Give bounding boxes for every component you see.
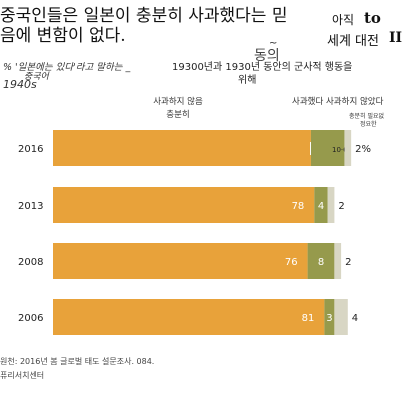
- subtitle-year-tag: 1940s: [3, 78, 37, 91]
- bar-segment-0-2006: [53, 299, 325, 335]
- subtitle-main: 19300년과 1930년 동안의 군사적 행동을: [172, 62, 353, 73]
- subtitle-line2: 위해: [238, 75, 257, 86]
- year-label-2006: 2006: [18, 313, 43, 324]
- bar-segment-2-2008: [334, 243, 342, 279]
- bar-segment-0-2016: [53, 130, 311, 166]
- bar-segment-2-2016: [344, 130, 352, 166]
- data-label-1-2013: 4: [318, 201, 324, 212]
- source-org: 퓨리서치센터: [0, 371, 45, 380]
- data-label-0-2013: 78: [292, 201, 305, 212]
- data-label-2-2016: 2%: [355, 144, 371, 155]
- data-label-1-2006: 3: [326, 313, 332, 324]
- legend-not-apologized: 사과하지 않음 충분히: [133, 96, 223, 122]
- chart-title: 중국인들은 일본이 충분히 사과했다는 믿음에 변함이 없다.: [0, 6, 288, 46]
- legend-apologized-sub: 충분히 필요없: [349, 113, 385, 120]
- bar-segment-0-2008: [53, 243, 308, 279]
- bar-segment-1-2016: [310, 130, 345, 166]
- corner-label-to: to: [364, 9, 381, 27]
- year-label-2016: 2016: [18, 144, 43, 155]
- legend-not-apologized-line2: 충분히: [166, 110, 190, 120]
- data-label-1-2008: 8: [318, 257, 324, 268]
- bar-segment-1-2013: [314, 187, 328, 223]
- bar-segment-2-2013: [327, 187, 335, 223]
- data-label-2-2013: 2: [338, 201, 344, 212]
- corner-label-line2: 세계 대전: [327, 34, 379, 49]
- corner-label-ii: II: [389, 30, 403, 46]
- data-label-1-2016: 10·6: [332, 146, 348, 154]
- corner-label-line1: 아직: [332, 13, 355, 27]
- data-label-0-2006: 81: [302, 313, 315, 324]
- bar-segment-1-2006: [324, 299, 335, 335]
- data-label-0-2008: 76: [285, 257, 298, 268]
- subtitle-yeoseo: 중국어: [24, 72, 49, 82]
- legend-not-apologized-line1: 사과하지 않음: [153, 97, 203, 107]
- dongui-label: 동의: [254, 48, 280, 64]
- data-label-2-2008: 2: [345, 257, 351, 268]
- legend-apologized: 사과했다 사과하지 않았다: [292, 97, 384, 107]
- year-label-2008: 2008: [18, 257, 43, 268]
- year-label-2013: 2013: [18, 201, 43, 212]
- data-label-2-2006: 4: [352, 313, 358, 324]
- bar-segment-0-2013: [53, 187, 315, 223]
- source-note: 원천: 2016년 봄 글로벌 태도 설문조사. 084.: [0, 357, 155, 366]
- subtitle-prefix: % '일본에는 있다'라고 말하는 _: [3, 62, 131, 73]
- bar-segment-1-2008: [307, 243, 335, 279]
- bar-segment-2-2006: [334, 299, 348, 335]
- legend-apologized-sub2: 정요한: [360, 121, 377, 128]
- tilde-mark: ~: [269, 38, 278, 49]
